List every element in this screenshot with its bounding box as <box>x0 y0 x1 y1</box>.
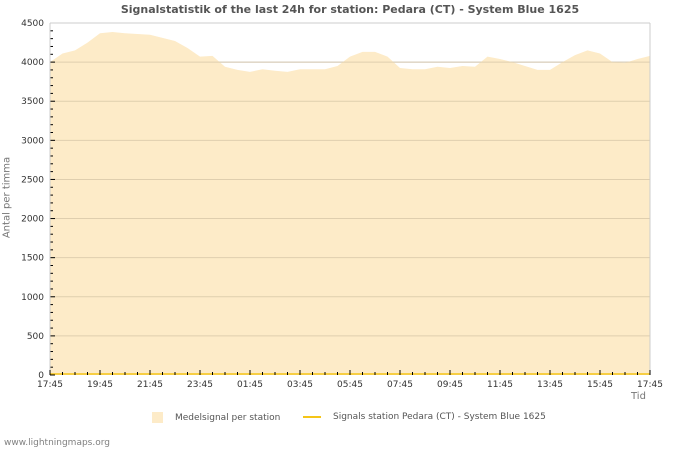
svg-text:09:45: 09:45 <box>437 380 463 390</box>
svg-text:17:45: 17:45 <box>637 380 663 390</box>
svg-text:2000: 2000 <box>21 215 44 225</box>
svg-text:1000: 1000 <box>21 293 44 303</box>
chart-title: Signalstatistik of the last 24h for stat… <box>120 3 580 16</box>
svg-text:11:45: 11:45 <box>487 380 513 390</box>
legend-item-average: Medelsignal per station <box>152 412 280 423</box>
average-signal-area <box>50 32 650 375</box>
svg-text:500: 500 <box>27 332 44 342</box>
legend-label: Medelsignal per station <box>175 412 281 423</box>
svg-text:03:45: 03:45 <box>287 380 313 390</box>
svg-text:4000: 4000 <box>21 58 44 68</box>
svg-text:2500: 2500 <box>21 175 44 185</box>
svg-text:13:45: 13:45 <box>537 380 563 390</box>
svg-text:17:45: 17:45 <box>37 380 63 390</box>
svg-text:19:45: 19:45 <box>87 380 113 390</box>
axes: 0 500 1000 1500 2000 2500 3000 3500 4000 4500 17:4… <box>21 19 663 390</box>
y-axis-label: Antal per timma <box>1 156 13 239</box>
svg-text:4500: 4500 <box>21 19 44 29</box>
svg-text:1500: 1500 <box>21 254 44 264</box>
svg-text:23:45: 23:45 <box>187 380 213 390</box>
svg-text:05:45: 05:45 <box>337 380 363 390</box>
svg-text:07:45: 07:45 <box>387 380 413 390</box>
svg-text:01:45: 01:45 <box>237 380 263 390</box>
svg-text:21:45: 21:45 <box>137 380 163 390</box>
line-swatch-icon <box>303 416 321 418</box>
area-swatch-icon <box>152 412 163 423</box>
svg-text:0: 0 <box>38 371 44 381</box>
legend: Medelsignal per station Signals station … <box>0 412 700 426</box>
svg-text:3000: 3000 <box>21 136 44 146</box>
legend-item-station: Signals station Pedara (CT) - System Blu… <box>303 412 546 422</box>
svg-text:15:45: 15:45 <box>587 380 613 390</box>
footer-link[interactable]: www.lightningmaps.org <box>4 438 110 448</box>
x-axis-label: Tid <box>631 391 646 402</box>
legend-label: Signals station Pedara (CT) - System Blu… <box>333 412 546 422</box>
grid-lines-overlay <box>50 22 650 337</box>
svg-text:3500: 3500 <box>21 97 44 107</box>
